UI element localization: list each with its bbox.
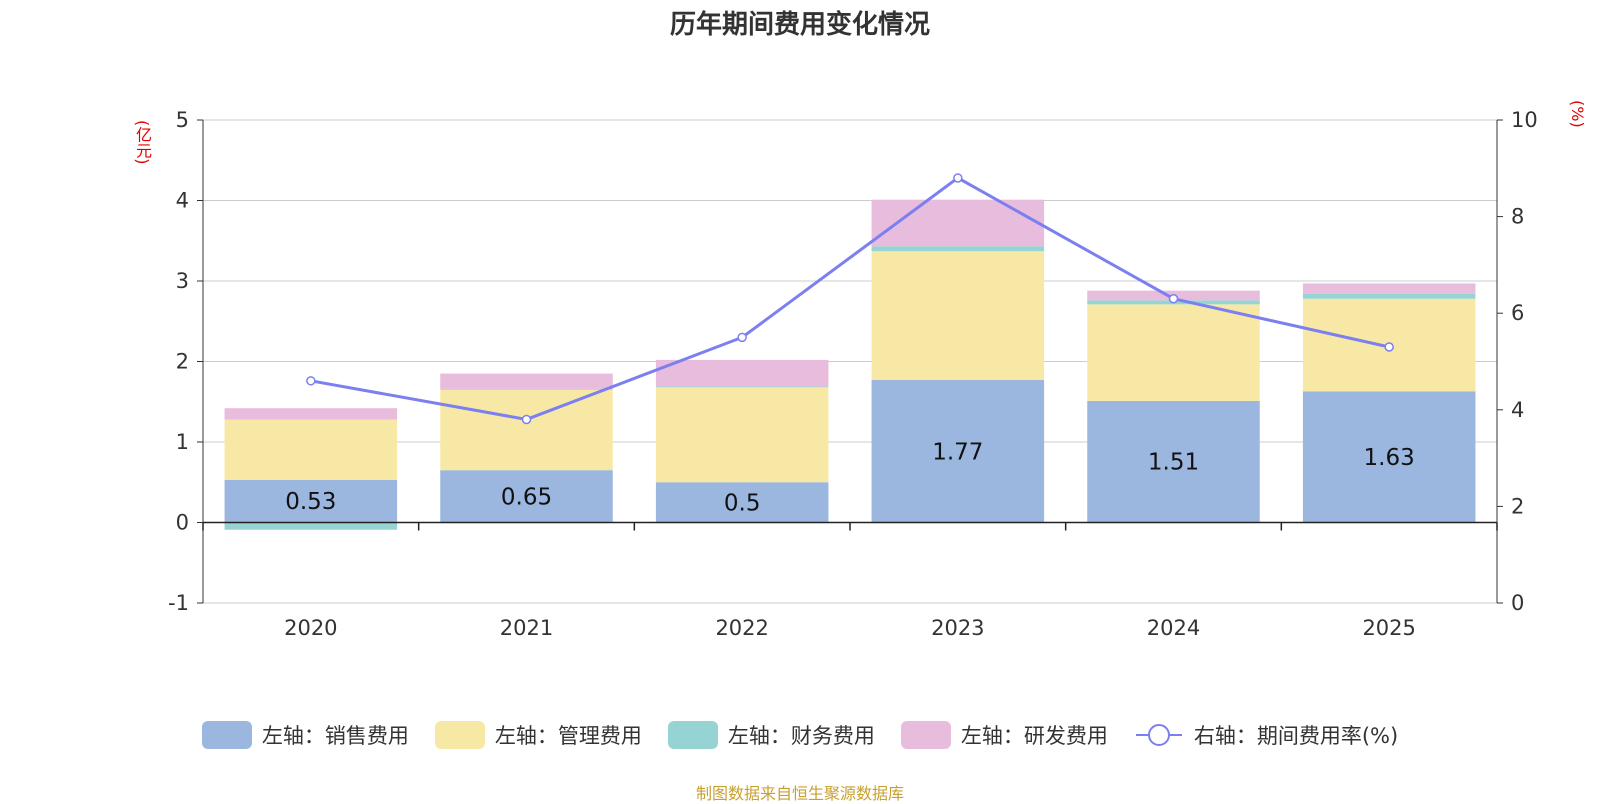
left-axis-tick-label: 1 — [176, 430, 189, 454]
bar-segment-4-2021 — [440, 373, 613, 389]
x-axis-tick-label: 2022 — [715, 616, 768, 640]
legend-line-marker-icon — [1135, 724, 1182, 746]
legend-item-sales[interactable]: 左轴：销售费用 — [201, 720, 409, 750]
rate-point-2025 — [1384, 342, 1394, 352]
bar-segment-4-2023 — [871, 199, 1045, 247]
legend-swatch-finance — [667, 721, 718, 749]
left-axis-tick-label: 2 — [176, 350, 189, 374]
bar-segment-3-2025 — [1302, 293, 1476, 299]
bar-segment-2-2022 — [655, 387, 829, 483]
legend-label-admin: 左轴：管理费用 — [494, 724, 642, 748]
right-axis-tick-label: 8 — [1511, 205, 1524, 229]
legend-label-rnd: 左轴：研发费用 — [960, 724, 1108, 748]
x-axis-tick-label: 2020 — [284, 616, 337, 640]
bar-data-label: 0.53 — [285, 489, 336, 515]
bar-data-label: 1.77 — [932, 439, 983, 465]
rate-point-2022 — [737, 332, 747, 343]
legend-swatch-rnd — [900, 721, 951, 749]
left-axis-tick-label: 3 — [176, 269, 189, 293]
bar-segment-1-2022 — [655, 482, 829, 523]
left-axis-tick-label: 5 — [176, 108, 189, 132]
bar-segment-2-2023 — [871, 251, 1045, 381]
legend-item-rate[interactable]: 右轴：期间费用率(%) — [1134, 720, 1398, 750]
right-axis-unit: (%) — [1568, 100, 1587, 128]
left-axis-tick-label: 4 — [176, 189, 189, 213]
right-axis-tick-label: 2 — [1511, 494, 1524, 518]
rate-point-2023 — [953, 173, 963, 183]
bar-segment-1-2021 — [440, 470, 613, 523]
right-axis-tick-label: 4 — [1511, 398, 1524, 422]
legend-label-sales: 左轴：销售费用 — [261, 724, 409, 748]
bar-segment-2-2021 — [440, 389, 613, 471]
rate-line — [310, 176, 1390, 422]
bar-data-label: 1.51 — [1148, 450, 1199, 476]
bar-segment-2-2020 — [224, 419, 398, 480]
bar-data-label: 0.65 — [501, 484, 552, 510]
rate-point-2021 — [521, 414, 532, 425]
bar-segment-2-2024 — [1087, 304, 1260, 401]
bar-segment-4-2020 — [224, 408, 398, 420]
data-source-note: 制图数据来自恒生聚源数据库 — [695, 784, 904, 803]
bar-segment-1-2020 — [224, 479, 398, 523]
bar-segment-3-2020 — [224, 522, 398, 530]
x-axis-tick-label: 2021 — [500, 616, 553, 640]
bar-segment-1-2024 — [1087, 400, 1260, 523]
right-axis-tick-label: 0 — [1511, 591, 1524, 615]
left-axis-tick-label: -1 — [168, 591, 189, 615]
left-axis-tick-label: 0 — [176, 511, 189, 535]
x-axis-tick-label: 2025 — [1362, 616, 1415, 640]
rate-point-2024 — [1168, 293, 1179, 304]
legend-item-rnd[interactable]: 左轴：研发费用 — [900, 720, 1108, 750]
left-axis-unit: (亿元) — [133, 120, 152, 165]
bar-segment-3-2021 — [440, 388, 613, 390]
rate-point-2020 — [306, 376, 316, 386]
bar-data-label: 1.63 — [1364, 445, 1415, 471]
legend-item-finance[interactable]: 左轴：财务费用 — [667, 720, 875, 750]
bar-segment-1-2025 — [1302, 391, 1476, 523]
x-axis-tick-label: 2023 — [931, 616, 984, 640]
bar-segment-4-2022 — [655, 359, 829, 387]
legend-swatch-admin — [434, 721, 485, 749]
bar-segment-4-2025 — [1302, 283, 1476, 294]
legend-label-finance: 左轴：财务费用 — [727, 724, 875, 748]
right-axis-tick-label: 6 — [1511, 301, 1524, 325]
bar-segment-3-2023 — [871, 246, 1045, 252]
legend: 左轴：销售费用 左轴：管理费用 左轴：财务费用 左轴：研发费用 右轴：期间费用率… — [0, 720, 1600, 750]
bar-segment-1-2023 — [871, 380, 1045, 523]
chart-title: 历年期间费用变化情况 — [669, 10, 930, 40]
bar-segment-3-2022 — [655, 386, 829, 388]
x-axis-tick-label: 2024 — [1147, 616, 1200, 640]
legend-swatch-sales — [201, 721, 252, 749]
right-axis-tick-label: 10 — [1511, 108, 1538, 132]
legend-item-admin[interactable]: 左轴：管理费用 — [434, 720, 642, 750]
legend-label-rate: 右轴：期间费用率(%) — [1193, 724, 1399, 748]
bar-data-label: 0.5 — [724, 490, 761, 516]
